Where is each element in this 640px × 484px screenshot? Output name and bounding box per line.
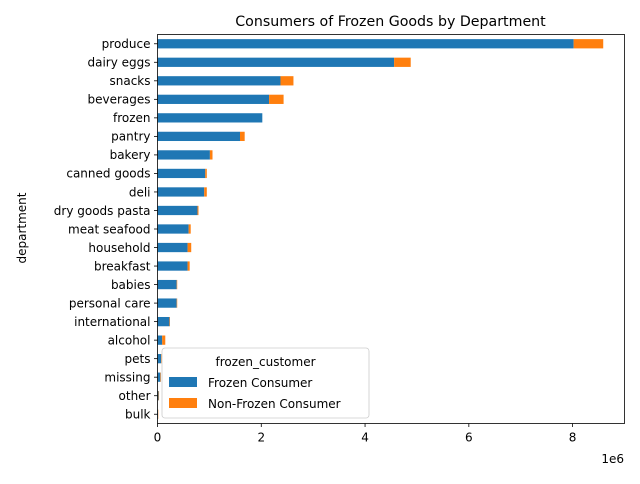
y-tick-label: snacks xyxy=(109,74,150,88)
y-tick-label: deli xyxy=(129,185,151,199)
bar-produce-non-frozen-consumer xyxy=(574,39,604,48)
x-tick-label: 6 xyxy=(465,431,473,445)
bar-snacks-non-frozen-consumer xyxy=(280,76,293,85)
bar-dry-goods-pasta-frozen-consumer xyxy=(158,206,198,215)
y-tick-label: household xyxy=(88,241,150,255)
y-tick-label: alcohol xyxy=(108,333,151,347)
bar-other-non-frozen-consumer xyxy=(159,391,160,400)
x-axis-scale-label: 1e6 xyxy=(601,452,624,466)
bar-alcohol-frozen-consumer xyxy=(158,336,163,345)
y-tick-label: frozen xyxy=(113,111,151,125)
bar-international-frozen-consumer xyxy=(158,317,170,326)
bar-household-frozen-consumer xyxy=(158,243,188,252)
bar-deli-non-frozen-consumer xyxy=(204,187,207,196)
y-tick-label: other xyxy=(119,389,151,403)
bar-breakfast-non-frozen-consumer xyxy=(188,261,190,270)
bar-snacks-frozen-consumer xyxy=(158,76,281,85)
legend-swatch-frozen-consumer xyxy=(169,377,197,387)
y-tick-label: pets xyxy=(125,352,151,366)
bar-missing-non-frozen-consumer xyxy=(160,373,161,382)
y-tick-label: dry goods pasta xyxy=(54,204,151,218)
bar-pets-non-frozen-consumer xyxy=(161,354,162,363)
bar-pantry-non-frozen-consumer xyxy=(240,132,245,141)
bar-pantry-frozen-consumer xyxy=(158,132,241,141)
bar-bakery-non-frozen-consumer xyxy=(210,150,213,159)
y-tick-label: bakery xyxy=(110,148,151,162)
bar-bakery-frozen-consumer xyxy=(158,150,210,159)
x-axis-ticks: 0 2 4 6 8 xyxy=(154,424,577,445)
bar-meat-seafood-non-frozen-consumer xyxy=(189,224,191,233)
bar-beverages-non-frozen-consumer xyxy=(269,95,284,104)
bar-babies-non-frozen-consumer xyxy=(177,280,178,289)
y-tick-label: pantry xyxy=(111,130,150,144)
legend-label-frozen-consumer: Frozen Consumer xyxy=(208,376,312,390)
bar-breakfast-frozen-consumer xyxy=(158,261,188,270)
bar-canned-goods-non-frozen-consumer xyxy=(205,169,207,178)
y-tick-label: beverages xyxy=(87,93,150,107)
y-tick-label: breakfast xyxy=(94,259,151,273)
x-tick-label: 0 xyxy=(154,431,162,445)
bar-beverages-frozen-consumer xyxy=(158,95,270,104)
bar-dairy-eggs-non-frozen-consumer xyxy=(394,58,411,67)
bar-canned-goods-frozen-consumer xyxy=(158,169,206,178)
x-tick-label: 4 xyxy=(361,431,369,445)
x-tick-label: 2 xyxy=(257,431,265,445)
y-tick-label: missing xyxy=(104,370,150,384)
y-tick-label: meat seafood xyxy=(68,222,150,236)
x-tick-label: 8 xyxy=(569,431,577,445)
bar-international-non-frozen-consumer xyxy=(169,317,170,326)
y-tick-label: dairy eggs xyxy=(87,56,150,70)
bar-missing-frozen-consumer xyxy=(158,373,161,382)
legend-title: frozen_customer xyxy=(215,355,315,369)
y-axis-label: department xyxy=(15,192,29,263)
y-tick-label: babies xyxy=(111,278,151,292)
bar-personal-care-frozen-consumer xyxy=(158,298,177,307)
bar-produce-frozen-consumer xyxy=(158,39,574,48)
y-tick-label: bulk xyxy=(125,408,151,422)
bar-dairy-eggs-frozen-consumer xyxy=(158,58,395,67)
bar-dry-goods-pasta-non-frozen-consumer xyxy=(197,206,198,215)
legend: frozen_customer Frozen Consumer Non-Froz… xyxy=(162,348,369,418)
bar-personal-care-non-frozen-consumer xyxy=(177,298,178,307)
y-axis-ticks: produce dairy eggs snacks beverages frozen pa… xyxy=(54,37,158,421)
bar-frozen-frozen-consumer xyxy=(158,113,263,122)
legend-swatch-non-frozen-consumer xyxy=(169,398,197,408)
y-tick-label: personal care xyxy=(69,296,151,310)
bar-deli-frozen-consumer xyxy=(158,187,205,196)
bar-household-non-frozen-consumer xyxy=(188,243,192,252)
bar-meat-seafood-frozen-consumer xyxy=(158,224,189,233)
bar-babies-frozen-consumer xyxy=(158,280,177,289)
chart-title: Consumers of Frozen Goods by Department xyxy=(235,14,546,30)
legend-label-non-frozen-consumer: Non-Frozen Consumer xyxy=(208,397,341,411)
bar-alcohol-non-frozen-consumer xyxy=(162,336,165,345)
bar-pets-frozen-consumer xyxy=(158,354,162,363)
y-tick-label: international xyxy=(74,315,150,329)
y-tick-label: canned goods xyxy=(66,167,150,181)
y-tick-label: produce xyxy=(102,37,151,51)
